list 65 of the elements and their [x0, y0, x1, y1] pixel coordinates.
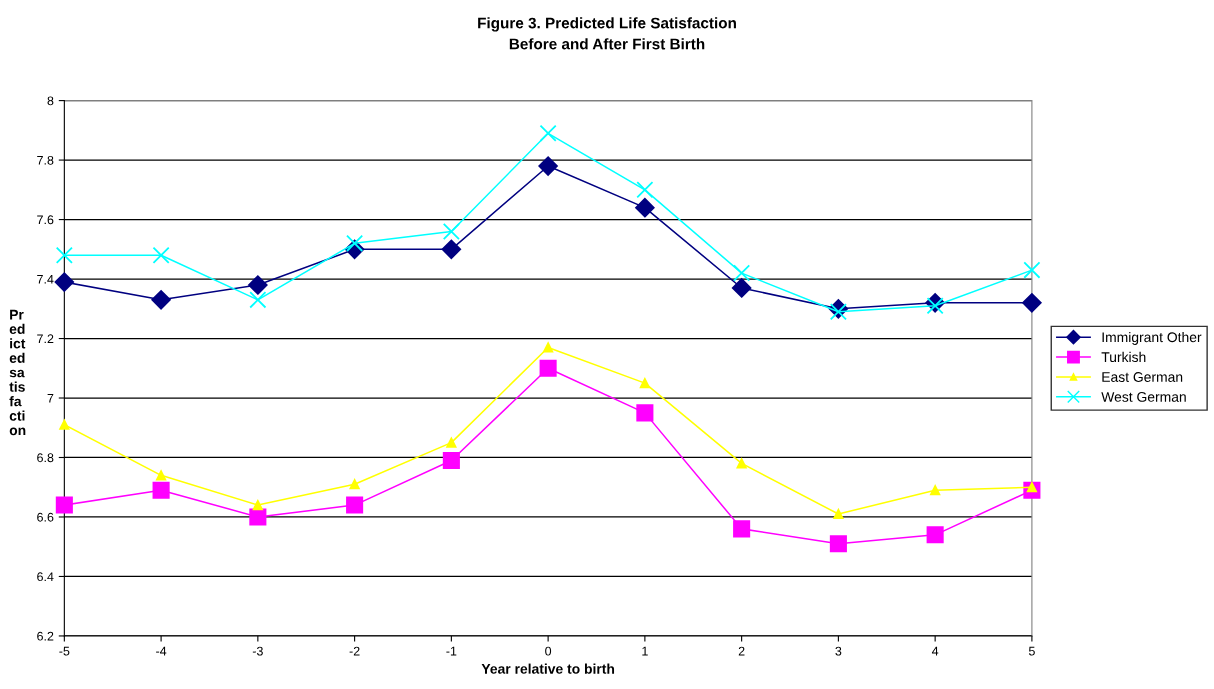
point	[731, 278, 752, 298]
point	[151, 290, 171, 310]
x-tick-label: 0	[545, 646, 552, 656]
point	[152, 246, 170, 264]
legend-label: Turkish	[1101, 351, 1146, 363]
x-tick-label: 3	[835, 646, 842, 656]
point	[538, 156, 558, 176]
point	[539, 124, 557, 142]
point	[156, 470, 167, 481]
point	[833, 508, 844, 520]
y-tick-label: 7.4	[37, 274, 54, 284]
point	[926, 526, 944, 544]
x-tick-label: -4	[156, 646, 167, 656]
point	[733, 264, 751, 282]
point	[733, 520, 751, 538]
point	[539, 359, 557, 377]
point	[349, 479, 360, 490]
point	[639, 378, 650, 389]
point	[1022, 293, 1042, 313]
x-axis-title: Year relative to birth	[481, 663, 615, 674]
point	[442, 222, 460, 241]
point	[55, 496, 73, 514]
x-tick-label: 2	[738, 646, 745, 656]
point	[252, 500, 263, 511]
point	[441, 239, 462, 260]
point	[636, 404, 654, 422]
y-tick-label: 8	[47, 96, 54, 106]
point	[829, 535, 847, 553]
y-tick-label: 7.8	[37, 155, 54, 165]
point	[346, 234, 364, 252]
y-tick-label: 6.2	[37, 631, 54, 641]
x-tick-label: 5	[1028, 646, 1035, 656]
point	[636, 181, 654, 199]
chart-title: Figure 3. Predicted Life Satisfaction Before and After First Birth	[478, 17, 736, 50]
x-tick-label: -1	[446, 646, 457, 656]
point	[346, 496, 364, 514]
legend-label: East German	[1102, 372, 1183, 382]
x-tick-label: -3	[252, 646, 263, 656]
y-tick-label: 6.8	[37, 453, 54, 463]
point	[930, 485, 941, 496]
point	[54, 272, 75, 292]
point	[152, 481, 170, 499]
y-tick-label: 7.2	[37, 334, 54, 344]
y-tick-label: 7.6	[37, 215, 54, 225]
y-tick-label: 6.6	[37, 512, 54, 522]
x-tick-label: -5	[59, 646, 70, 656]
point	[543, 342, 554, 353]
text: Pr ed ict ed sa tis fa cti on	[9, 309, 26, 436]
y-tick-label: 7	[47, 393, 54, 403]
point	[446, 437, 457, 448]
point	[736, 458, 747, 469]
x-tick-label: -2	[349, 646, 360, 656]
legend-label: West German	[1101, 392, 1186, 402]
point	[249, 291, 267, 309]
x-tick-label: 4	[931, 646, 939, 656]
point	[248, 275, 268, 295]
y-tick-label: 6.4	[37, 572, 54, 582]
point	[249, 508, 267, 526]
x-tick-label: 1	[642, 646, 648, 656]
point	[442, 451, 460, 470]
legend-label: Immigrant Other	[1102, 331, 1202, 345]
point	[55, 246, 73, 264]
point	[59, 419, 70, 430]
point	[635, 197, 655, 218]
point	[1023, 261, 1041, 279]
